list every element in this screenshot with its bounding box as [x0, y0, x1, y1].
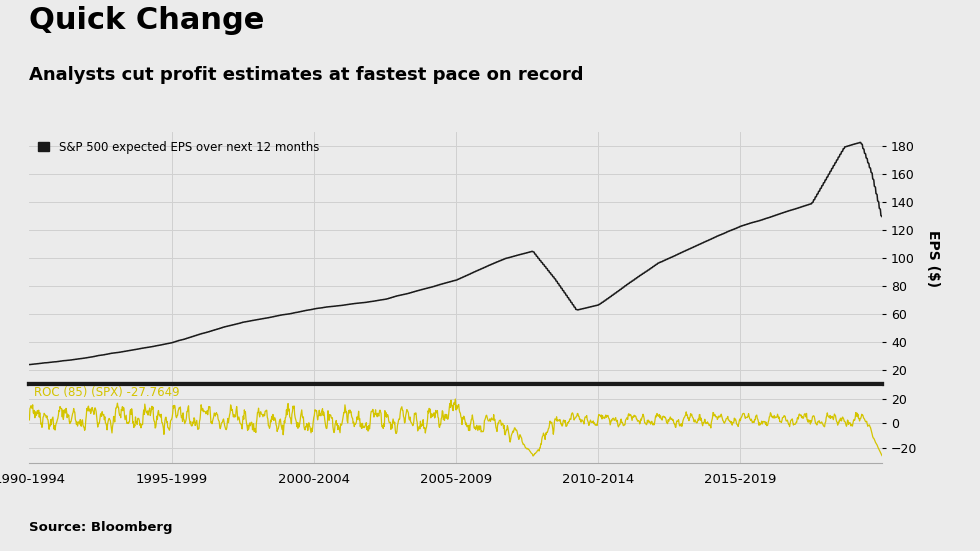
Text: Analysts cut profit estimates at fastest pace on record: Analysts cut profit estimates at fastest… [29, 66, 584, 84]
Text: Source: Bloomberg: Source: Bloomberg [29, 521, 172, 534]
Text: ROC (85) (SPX) -27.7649: ROC (85) (SPX) -27.7649 [33, 386, 179, 399]
Legend: S&P 500 expected EPS over next 12 months: S&P 500 expected EPS over next 12 months [33, 136, 324, 158]
Text: Quick Change: Quick Change [29, 6, 265, 35]
Y-axis label: EPS ($): EPS ($) [926, 230, 940, 287]
